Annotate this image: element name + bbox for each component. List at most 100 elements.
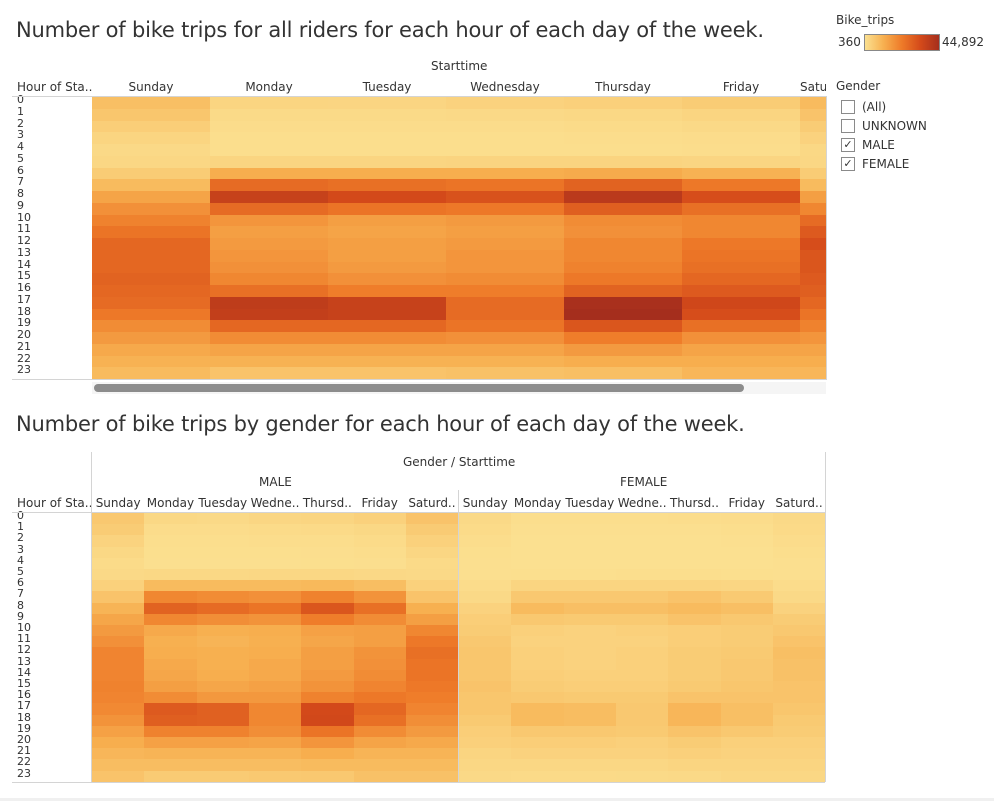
hour-label: 14: [17, 257, 31, 271]
heatmap-cell: [668, 524, 722, 536]
heatmap-cell: [563, 636, 617, 648]
heatmap-cell: [353, 602, 407, 615]
heatmap-cell: [144, 770, 198, 783]
heatmap-cell: [196, 748, 250, 760]
heatmap-cell: [772, 725, 826, 738]
heatmap-cell: [459, 557, 512, 570]
heatmap-cell: [446, 179, 564, 192]
hour-label: 20: [17, 328, 31, 341]
heatmap-cell: [682, 249, 800, 263]
heatmap-cell: [682, 226, 800, 239]
heatmap-cell: [459, 636, 512, 648]
checkbox-all[interactable]: [841, 100, 855, 114]
heatmap-cell: [144, 703, 198, 716]
heatmap-cell: [405, 770, 459, 783]
day-label: Thursd..: [669, 496, 719, 510]
heatmap-cell: [210, 214, 328, 227]
heatmap-cell: [564, 355, 682, 368]
horizontal-scrollbar[interactable]: [92, 382, 826, 394]
heatmap-cell: [682, 285, 800, 298]
heatmap-cell: [353, 703, 407, 716]
heatmap-cell: [92, 770, 145, 783]
chart1-row-header: Hour of Sta..: [17, 80, 93, 94]
heatmap-cell: [772, 636, 826, 648]
scrollbar-thumb[interactable]: [94, 384, 744, 392]
heatmap-cell: [144, 714, 198, 727]
checkbox-male[interactable]: ✓: [841, 138, 855, 152]
heatmap-cell: [720, 613, 774, 626]
day-label: Saturd..: [408, 496, 456, 510]
heatmap-cell: [511, 759, 565, 772]
heatmap-cell: [196, 602, 250, 615]
heatmap-cell: [328, 261, 446, 274]
heatmap-cell: [210, 355, 328, 368]
heatmap-cell: [301, 625, 355, 637]
checkbox-female[interactable]: ✓: [841, 157, 855, 171]
heatmap-cell: [459, 613, 512, 626]
heatmap-cell: [210, 367, 328, 380]
heatmap-cell: [405, 692, 459, 704]
heatmap-cell: [92, 296, 210, 310]
heatmap-cell: [144, 725, 198, 738]
heatmap-cell: [616, 770, 669, 783]
heatmap-cell: [92, 97, 210, 110]
heatmap-cell: [459, 681, 512, 693]
heatmap-cell: [210, 308, 328, 321]
heatmap-cell: [616, 591, 669, 604]
hour-label: 22: [17, 351, 31, 365]
heatmap-cell: [210, 167, 328, 180]
heatmap-cell: [720, 681, 774, 693]
heatmap-cell: [248, 703, 302, 716]
heatmap-cell: [92, 214, 210, 227]
heatmap-cell: [564, 367, 682, 380]
heatmap-cell: [210, 108, 328, 122]
heatmap-cell: [800, 332, 826, 345]
filter-option-label: MALE: [862, 138, 895, 152]
heatmap-cell: [144, 602, 198, 615]
heatmap-cell: [92, 591, 145, 604]
heatmap-cell: [92, 569, 145, 581]
heatmap-cell: [563, 513, 617, 525]
day-label: Sunday: [128, 80, 174, 94]
heatmap-cell: [144, 546, 198, 559]
filter-option-female[interactable]: ✓ FEMALE: [841, 156, 909, 172]
hour-label: 8: [17, 598, 24, 612]
heatmap-cell: [720, 692, 774, 704]
heatmap-cell: [564, 273, 682, 286]
hour-label: 7: [17, 587, 24, 601]
checkbox-unknown[interactable]: [841, 119, 855, 133]
heatmap-cell: [248, 725, 302, 738]
hour-label: 2: [17, 531, 24, 545]
heatmap-cell: [682, 202, 800, 216]
heatmap-cell: [446, 214, 564, 227]
heatmap-cell: [682, 179, 800, 192]
heatmap-cell: [564, 120, 682, 133]
heatmap-cell: [800, 226, 826, 239]
heatmap-cell: [196, 580, 250, 592]
filter-option-male[interactable]: ✓ MALE: [841, 137, 895, 153]
heatmap-cell: [668, 770, 722, 783]
heatmap-cell: [328, 132, 446, 145]
heatmap-cell: [800, 120, 826, 133]
heatmap-cell: [92, 658, 145, 671]
heatmap-cell: [511, 557, 565, 570]
heatmap-cell: [353, 569, 407, 581]
heatmap-cell: [196, 625, 250, 637]
filter-option-all[interactable]: (All): [841, 99, 886, 115]
heatmap-cell: [772, 681, 826, 693]
chart2-top-border: [12, 512, 826, 513]
heatmap-cell: [459, 602, 512, 615]
heatmap-cell: [668, 602, 722, 615]
heatmap-cell: [353, 524, 407, 536]
heatmap-cell: [328, 120, 446, 133]
heatmap-cell: [511, 580, 565, 592]
heatmap-cell: [668, 591, 722, 604]
heatmap-cell: [772, 513, 826, 525]
heatmap-cell: [328, 97, 446, 110]
heatmap-cell: [800, 238, 826, 251]
heatmap-cell: [196, 737, 250, 749]
hour-label: 7: [17, 175, 24, 189]
heatmap-cell: [92, 513, 145, 525]
heatmap-cell: [328, 179, 446, 192]
filter-option-unknown[interactable]: UNKNOWN: [841, 118, 927, 134]
